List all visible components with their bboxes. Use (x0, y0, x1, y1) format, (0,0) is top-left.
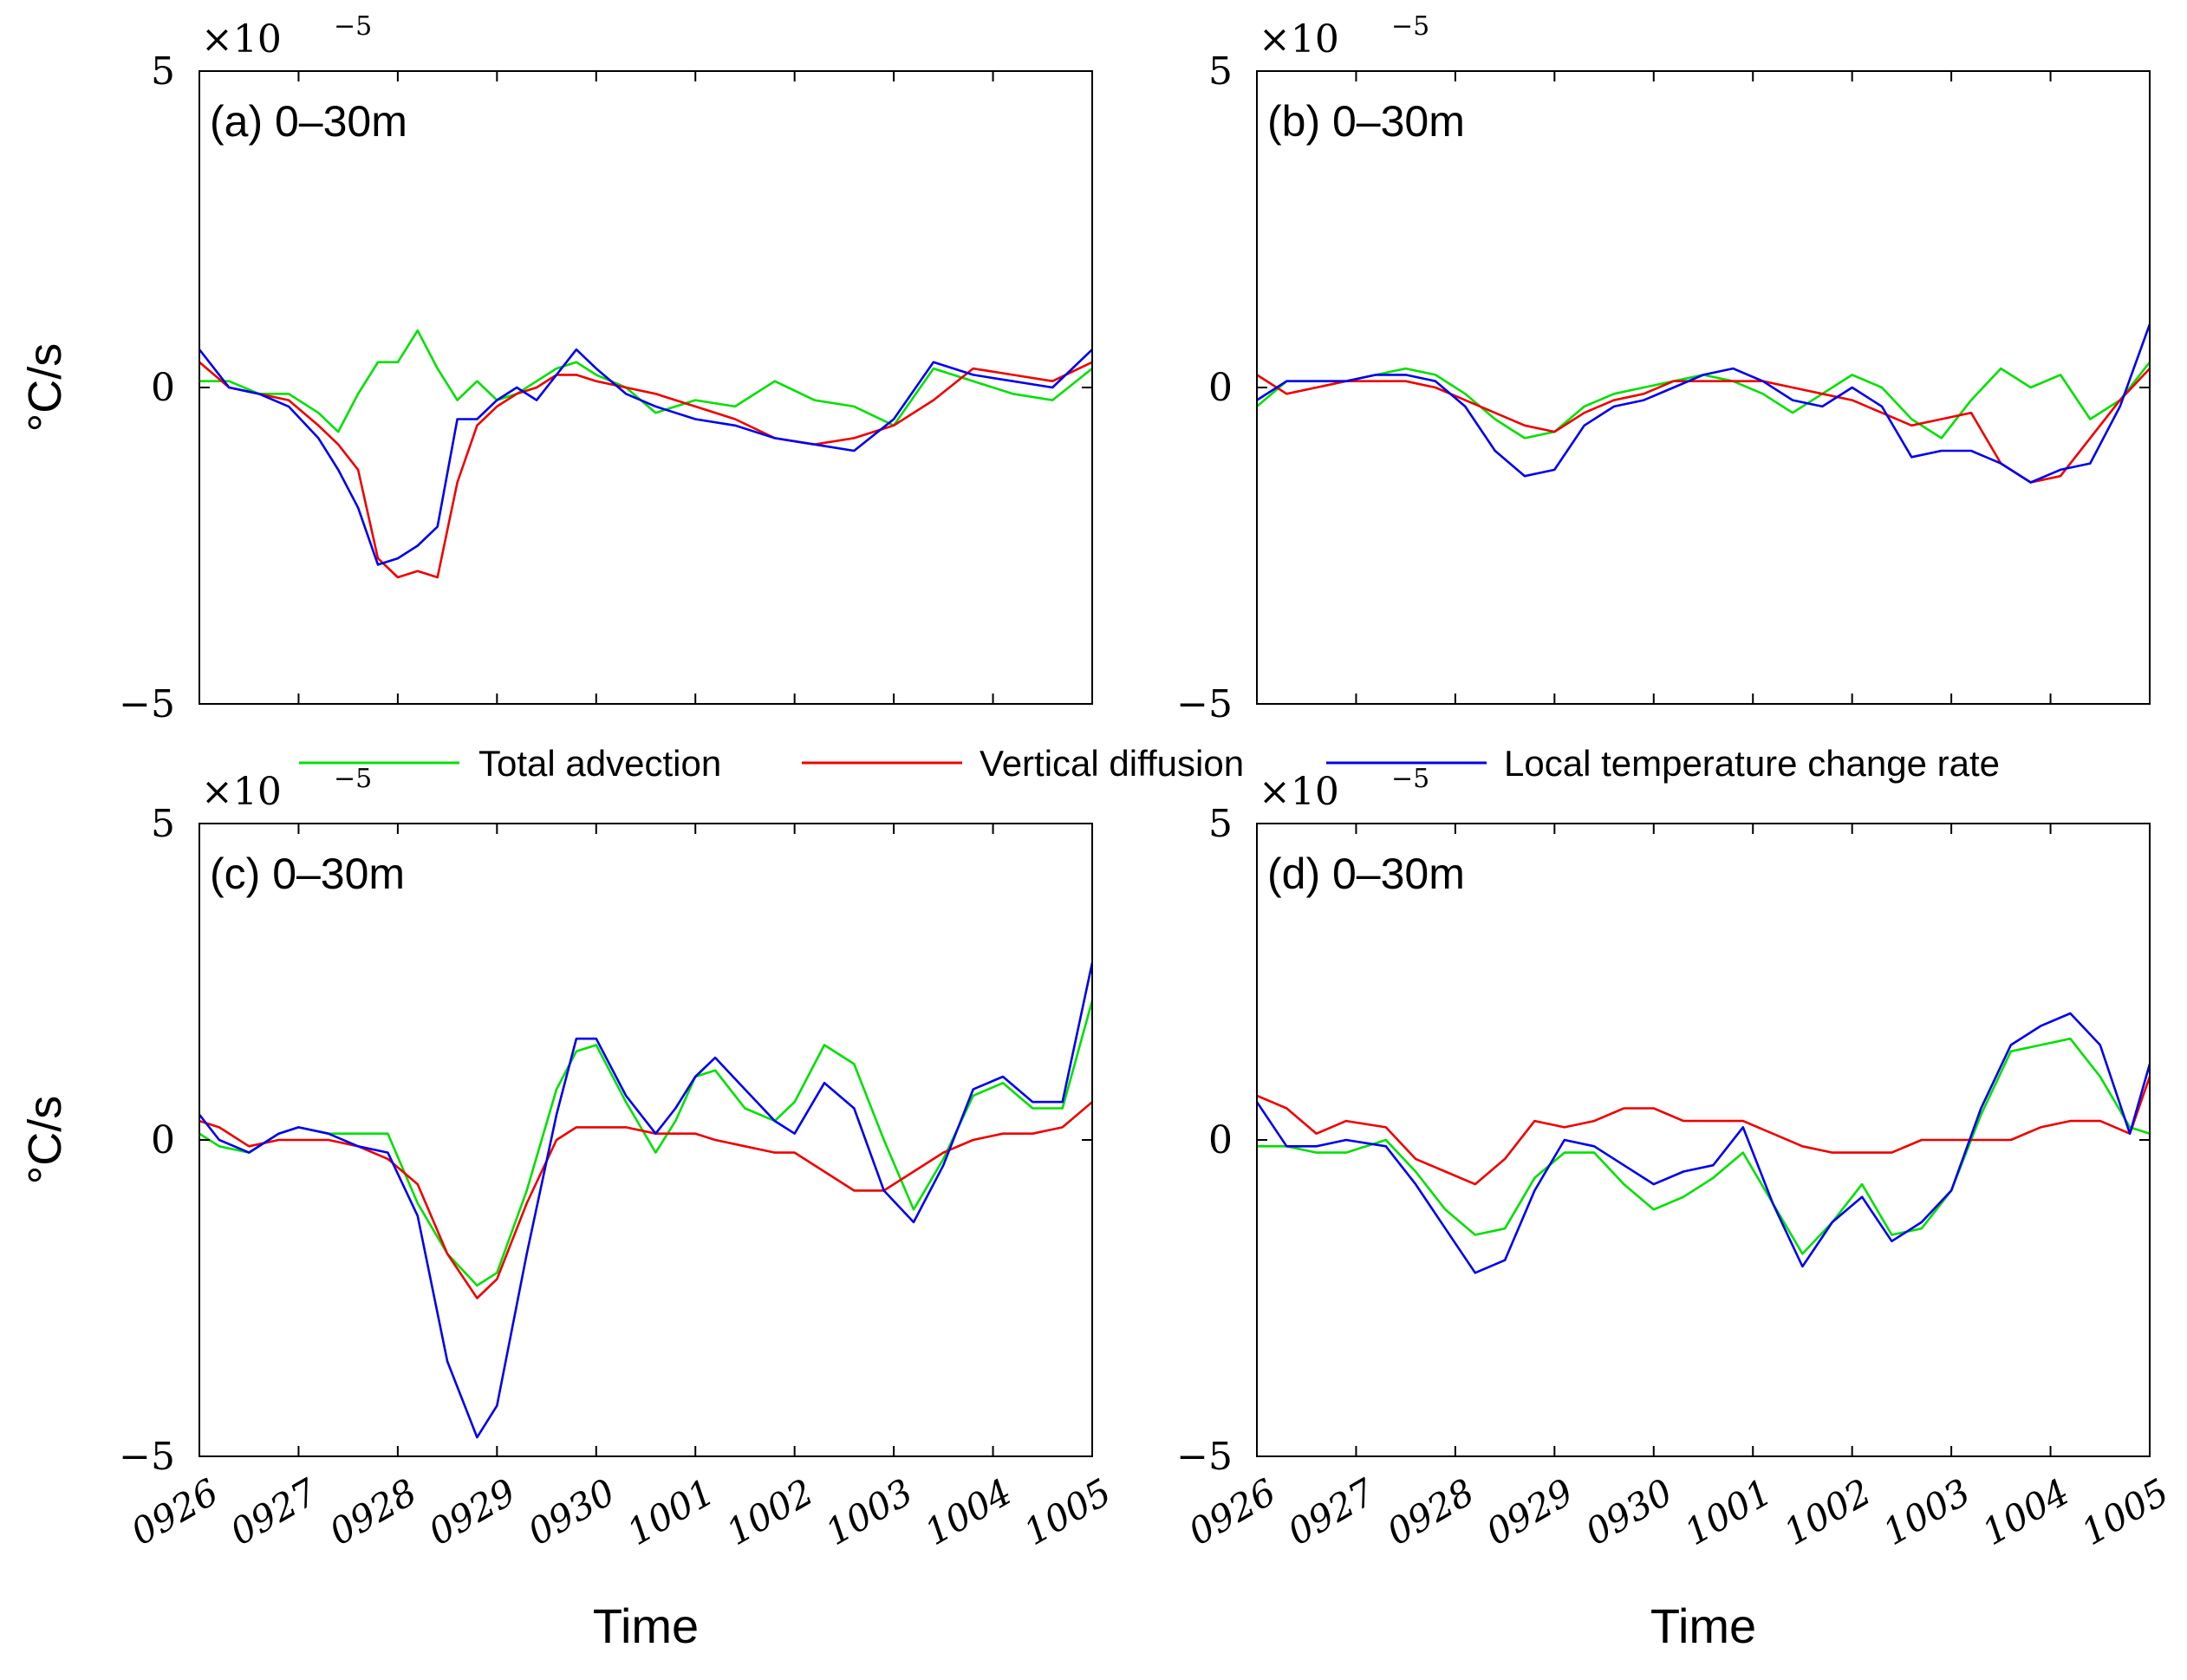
series-line-local-temperature-change-rate (1257, 1012, 2150, 1274)
x-tick-label: 0930 (1578, 1470, 1680, 1553)
panel-c: 50−5092609270928092909301001100210031004… (19, 764, 1118, 1653)
x-tick-label: 1002 (1777, 1470, 1878, 1553)
axes-box (1256, 823, 2151, 1457)
exponent-power: −5 (334, 764, 372, 794)
y-tick-label: 0 (1208, 366, 1233, 410)
exponent-label: ×10 (1259, 17, 1339, 62)
exponent-label: ×10 (201, 770, 282, 814)
y-tick-label: −5 (1176, 1435, 1233, 1479)
series-line-vertical-diffusion (199, 1101, 1092, 1299)
legend: Total advection Vertical diffusion Local… (299, 743, 2000, 784)
x-tick-label: 1002 (719, 1470, 821, 1553)
y-tick-label: 5 (1208, 802, 1233, 846)
legend-label-local-temperature-change-rate: Local temperature change rate (1504, 743, 2000, 784)
y-tick-label: 0 (1208, 1118, 1233, 1162)
y-tick-label: 0 (151, 1118, 175, 1162)
x-tick-label: 1004 (1975, 1470, 2076, 1553)
exponent-power: −5 (334, 11, 372, 42)
x-tick-label: 0927 (223, 1470, 324, 1553)
y-tick-label: −5 (1176, 682, 1233, 726)
x-tick-label: 0926 (1181, 1470, 1283, 1553)
x-tick-label: 0929 (1479, 1470, 1580, 1553)
y-tick-label: 5 (151, 802, 175, 846)
panel-label: (d) 0–30m (1267, 850, 1465, 898)
x-tick-label: 0926 (124, 1470, 225, 1553)
x-tick-label: 0928 (322, 1470, 424, 1553)
x-tick-label: 0929 (421, 1470, 523, 1553)
x-tick-label: 1005 (2074, 1470, 2176, 1553)
exponent-label: ×10 (1259, 770, 1339, 814)
series-line-vertical-diffusion (199, 361, 1092, 579)
y-tick-label: −5 (119, 682, 175, 726)
x-tick-label: 0928 (1380, 1470, 1481, 1553)
panel-label: (a) 0–30m (210, 97, 407, 146)
exponent-power: −5 (1391, 11, 1429, 42)
axes-box (1256, 70, 2151, 705)
panel-d: 50−5092609270928092909301001100210031004… (1176, 764, 2176, 1653)
panel-b: 5 0 −5 ×10 −5 (b) 0–30m (1176, 11, 2151, 726)
series-line-total-advection (199, 1000, 1092, 1287)
series-line-vertical-diffusion (1257, 1076, 2150, 1186)
x-tick-label: 1003 (818, 1470, 920, 1553)
panel-a: 5 0 −5 ×10 −5 (a) 0–30m °C/s (19, 11, 1093, 726)
y-axis-label: °C/s (19, 1096, 71, 1185)
series-line-vertical-diffusion (1257, 368, 2150, 484)
x-tick-label: 1005 (1017, 1470, 1118, 1553)
series-line-total-advection (1257, 361, 2150, 440)
exponent-label: ×10 (201, 17, 282, 62)
x-tick-label: 0930 (521, 1470, 622, 1553)
legend-label-vertical-diffusion: Vertical diffusion (980, 743, 1244, 784)
series-line-total-advection (1257, 1037, 2150, 1255)
series-line-total-advection (199, 329, 1092, 433)
series-line-local-temperature-change-rate (199, 962, 1092, 1439)
x-tick-label: 1001 (620, 1470, 721, 1553)
series-line-local-temperature-change-rate (1257, 323, 2150, 484)
x-axis-label: Time (593, 1599, 699, 1653)
exponent-power: −5 (1391, 764, 1429, 794)
y-tick-label: −5 (119, 1435, 175, 1479)
y-tick-label: 5 (151, 49, 175, 94)
y-axis-label: °C/s (19, 343, 71, 433)
series-line-local-temperature-change-rate (199, 348, 1092, 566)
y-tick-label: 5 (1208, 49, 1233, 94)
x-tick-label: 1003 (1876, 1470, 1977, 1553)
panel-label: (b) 0–30m (1267, 97, 1465, 146)
panel-label: (c) 0–30m (210, 850, 405, 898)
x-tick-label: 1001 (1677, 1470, 1779, 1553)
x-axis-label: Time (1650, 1599, 1756, 1653)
x-tick-label: 0927 (1280, 1470, 1382, 1553)
x-tick-label: 1004 (917, 1470, 1019, 1553)
y-tick-label: 0 (151, 366, 175, 410)
legend-label-total-advection: Total advection (478, 743, 721, 784)
axes-box (199, 70, 1093, 705)
